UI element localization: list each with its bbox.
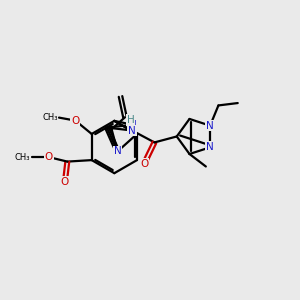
Text: O: O [140, 159, 148, 169]
Text: CH₃: CH₃ [42, 113, 58, 122]
Text: N: N [129, 120, 137, 130]
Text: O: O [61, 177, 69, 187]
Text: O: O [45, 152, 53, 162]
Text: N: N [114, 146, 122, 157]
Text: N: N [206, 121, 214, 130]
Text: N: N [128, 125, 136, 136]
Text: CH₃: CH₃ [15, 153, 30, 162]
Text: H: H [127, 115, 135, 125]
Text: O: O [71, 116, 80, 126]
Text: N: N [206, 142, 214, 152]
